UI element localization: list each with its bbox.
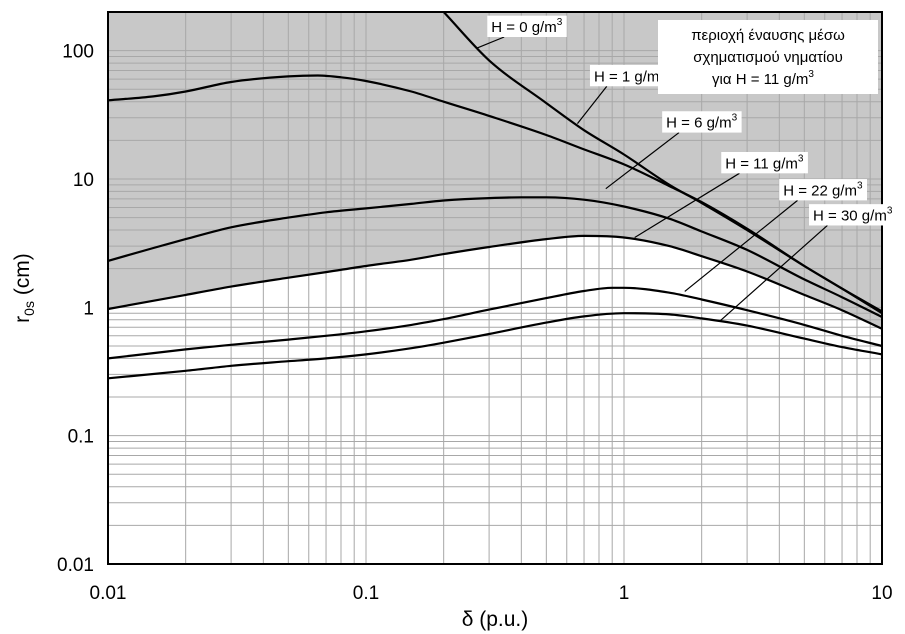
label-leaders <box>477 36 828 322</box>
curve-label-box <box>487 15 567 38</box>
x-tick-labels: 0.01 0.1 1 10 <box>90 583 893 604</box>
x-axis-title: δ (p.u.) <box>462 608 529 631</box>
series-line-5 <box>108 312 882 380</box>
series-line-2 <box>108 196 882 318</box>
series-line-1 <box>108 74 882 315</box>
curve-label-text: H = 22 g/m3 <box>783 180 863 199</box>
curve-label-box <box>779 179 867 201</box>
curve-label-box <box>662 111 742 133</box>
grid <box>108 12 882 564</box>
curve-label-box <box>721 151 808 174</box>
curve-label-text: H = 0 g/m3 <box>491 17 562 36</box>
region-note-sup: 3 <box>808 69 814 80</box>
region-note-line-3: για H = 11 g/m3 <box>712 69 814 88</box>
curve-labels: H = 0 g/m3H = 1 g/m3H = 6 g/m3H = 11 g/m… <box>487 15 897 226</box>
curve-label-main: H = 1 g/m <box>594 68 659 85</box>
curve-label-0: H = 0 g/m3 <box>487 15 567 38</box>
x-tick-label: 10 <box>871 583 892 604</box>
y-tick-label: 1 <box>83 298 94 319</box>
curve-label-main: H = 11 g/m <box>725 155 798 172</box>
region-note-main: για H = 11 g/m <box>712 71 808 88</box>
curve-label-leader <box>634 172 740 239</box>
curve-label-leader <box>684 199 798 292</box>
y-tick-label: 0.01 <box>57 555 94 576</box>
y-axis-title-unit: (cm) <box>11 253 34 301</box>
curve-label-main: H = 6 g/m <box>666 115 731 132</box>
curve-label-text: H = 11 g/m3 <box>725 153 804 172</box>
curve-label-sup: 3 <box>798 153 804 164</box>
plot-frame <box>107 11 883 565</box>
curve-label-sup: 3 <box>557 17 563 28</box>
y-tick-labels: 0.01 0.1 1 10 100 <box>57 42 94 576</box>
curve-label-box <box>589 64 670 87</box>
y-tick-label: 10 <box>73 170 94 191</box>
y-axis-title-sub: 0s <box>21 301 37 316</box>
curve-label-main: H = 30 g/m <box>813 207 887 224</box>
curve-label-text: H = 6 g/m3 <box>666 112 737 131</box>
curve-label-main: H = 22 g/m <box>783 182 857 199</box>
series-line-3 <box>108 234 882 330</box>
region-note-line-2: σχηματισμού νηματίου <box>693 49 843 66</box>
y-axis-title-main: r <box>11 316 34 323</box>
curves <box>108 12 882 380</box>
curve-label-leader <box>477 36 505 49</box>
curve-label-2: H = 6 g/m3 <box>662 111 742 133</box>
curve-label-sup: 3 <box>857 180 863 191</box>
curve-label-sup: 3 <box>732 112 738 123</box>
curve-label-leader <box>605 132 680 190</box>
curve-label-3: H = 11 g/m3 <box>721 151 808 174</box>
y-tick-label: 100 <box>62 42 94 63</box>
x-tick-label: 0.01 <box>90 583 127 604</box>
x-tick-label: 0.1 <box>353 583 379 604</box>
x-tick-label: 1 <box>619 583 630 604</box>
y-tick-label: 0.1 <box>68 427 94 448</box>
curve-label-text: H = 30 g/m3 <box>813 205 893 224</box>
curve-label-main: H = 0 g/m <box>491 19 556 36</box>
curve-label-box <box>809 204 897 226</box>
curve-label-5: H = 30 g/m3 <box>809 204 897 226</box>
curve-label-text: H = 1 g/m3 <box>594 66 665 85</box>
region-note-line-1: περιοχή έναυσης μέσω <box>691 27 845 44</box>
curve-label-4: H = 22 g/m3 <box>779 179 867 201</box>
curve-label-leader <box>576 85 608 124</box>
region-note-box <box>658 20 878 94</box>
y-axis-title: r0s (cm) <box>11 253 37 323</box>
series-line-4 <box>108 286 882 360</box>
region-note: περιοχή έναυσης μέσω σχηματισμού νηματίο… <box>658 20 878 94</box>
curve-label-1: H = 1 g/m3 <box>589 64 670 87</box>
curve-label-leader <box>719 225 828 322</box>
curve-label-sup: 3 <box>887 205 893 216</box>
